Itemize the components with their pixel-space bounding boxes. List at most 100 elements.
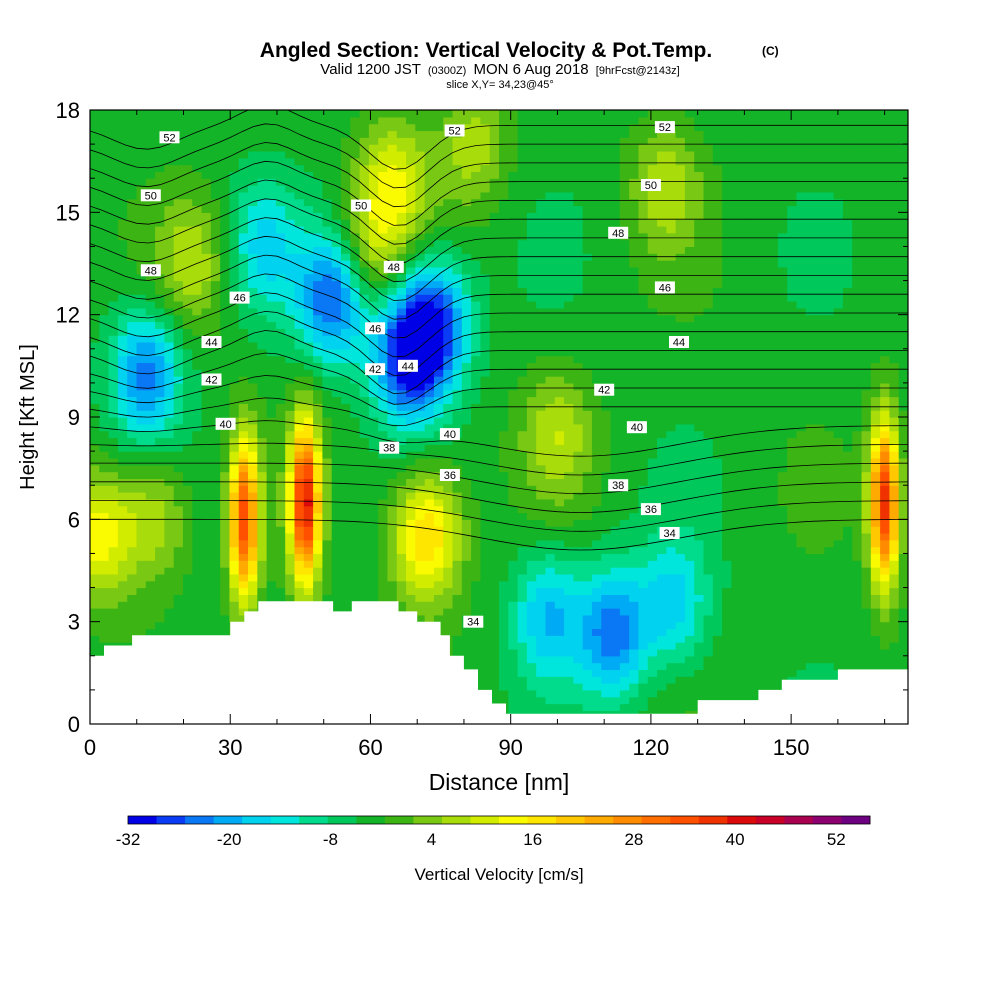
velocity-cell: [554, 471, 565, 479]
velocity-cell: [861, 492, 872, 500]
velocity-cell: [815, 621, 825, 630]
velocity-cell: [805, 410, 816, 418]
velocity-cell: [638, 594, 649, 602]
velocity-cell: [657, 628, 667, 636]
velocity-cell: [833, 430, 844, 439]
velocity-cell: [787, 396, 798, 404]
velocity-cell: [257, 519, 268, 527]
velocity-cell: [480, 335, 491, 343]
velocity-cell: [870, 437, 881, 445]
velocity-cell: [787, 573, 798, 582]
velocity-cell: [294, 457, 305, 466]
velocity-cell: [564, 369, 574, 377]
velocity-cell: [266, 369, 277, 377]
velocity-cell: [573, 669, 584, 677]
velocity-cell: [573, 505, 584, 514]
velocity-cell: [508, 621, 519, 630]
velocity-cell: [694, 355, 705, 364]
velocity-cell: [749, 594, 760, 602]
velocity-cell: [90, 587, 100, 595]
velocity-cell: [350, 580, 361, 589]
velocity-cell: [182, 451, 193, 459]
velocity-cell: [657, 676, 667, 684]
velocity-cell: [684, 689, 695, 698]
velocity-cell: [359, 451, 370, 459]
velocity-cell: [331, 464, 342, 473]
velocity-cell: [647, 519, 658, 527]
velocity-cell: [722, 376, 732, 384]
velocity-cell: [192, 526, 203, 534]
velocity-cell: [517, 430, 528, 439]
velocity-cell: [90, 341, 100, 350]
velocity-cell: [136, 382, 147, 391]
velocity-cell: [173, 417, 184, 425]
velocity-cell: [777, 648, 788, 657]
velocity-cell: [127, 437, 138, 445]
velocity-cell: [192, 457, 203, 466]
velocity-cell: [601, 567, 612, 575]
velocity-cell: [229, 382, 240, 391]
velocity-cell: [117, 635, 128, 643]
velocity-cell: [796, 628, 807, 636]
velocity-cell: [248, 512, 258, 520]
velocity-cell: [396, 451, 407, 459]
velocity-cell: [842, 573, 853, 582]
velocity-cell: [210, 430, 221, 439]
velocity-cell: [564, 355, 574, 364]
velocity-cell: [815, 601, 825, 609]
velocity-cell: [657, 669, 667, 677]
velocity-cell: [880, 417, 891, 425]
velocity-cell: [378, 498, 389, 507]
velocity-cell: [406, 512, 416, 520]
velocity-cell: [182, 519, 193, 527]
velocity-cell: [164, 601, 175, 609]
velocity-cell: [117, 492, 128, 500]
velocity-cell: [489, 594, 500, 602]
velocity-cell: [684, 410, 695, 418]
velocity-cell: [610, 532, 621, 541]
velocity-cell: [694, 444, 705, 452]
velocity-cell: [657, 703, 667, 711]
velocity-cell: [387, 560, 398, 568]
velocity-cell: [703, 587, 714, 595]
velocity-cell: [759, 614, 770, 623]
velocity-cell: [675, 580, 686, 589]
velocity-cell: [805, 526, 816, 534]
velocity-cell: [275, 519, 286, 527]
velocity-cell: [657, 376, 667, 384]
velocity-cell: [759, 348, 770, 357]
velocity-cell: [508, 614, 519, 623]
velocity-cell: [257, 546, 268, 555]
velocity-cell: [127, 451, 138, 459]
velocity-cell: [526, 410, 537, 418]
velocity-cell: [536, 587, 547, 595]
velocity-cell: [378, 451, 389, 459]
velocity-cell: [610, 362, 621, 370]
velocity-cell: [471, 608, 482, 616]
velocity-cell: [777, 389, 788, 398]
velocity-cell: [340, 376, 351, 384]
velocity-cell: [378, 389, 389, 398]
velocity-cell: [777, 669, 788, 677]
velocity-cell: [722, 662, 732, 671]
velocity-cell: [722, 362, 732, 370]
velocity-cell: [517, 587, 528, 595]
velocity-cell: [164, 492, 175, 500]
velocity-cell: [647, 587, 658, 595]
velocity-cell: [424, 444, 435, 452]
velocity-cell: [684, 580, 695, 589]
velocity-cell: [164, 519, 175, 527]
velocity-cell: [415, 498, 426, 507]
velocity-cell: [852, 410, 863, 418]
velocity-cell: [508, 355, 519, 364]
velocity-cell: [703, 683, 714, 691]
velocity-cell: [127, 519, 138, 527]
velocity-cell: [499, 376, 509, 384]
velocity-cell: [192, 512, 203, 520]
velocity-cell: [303, 471, 314, 479]
velocity-cell: [108, 396, 119, 404]
velocity-cell: [108, 355, 119, 364]
velocity-cell: [861, 532, 872, 541]
velocity-cell: [340, 594, 351, 602]
velocity-cell: [777, 341, 788, 350]
